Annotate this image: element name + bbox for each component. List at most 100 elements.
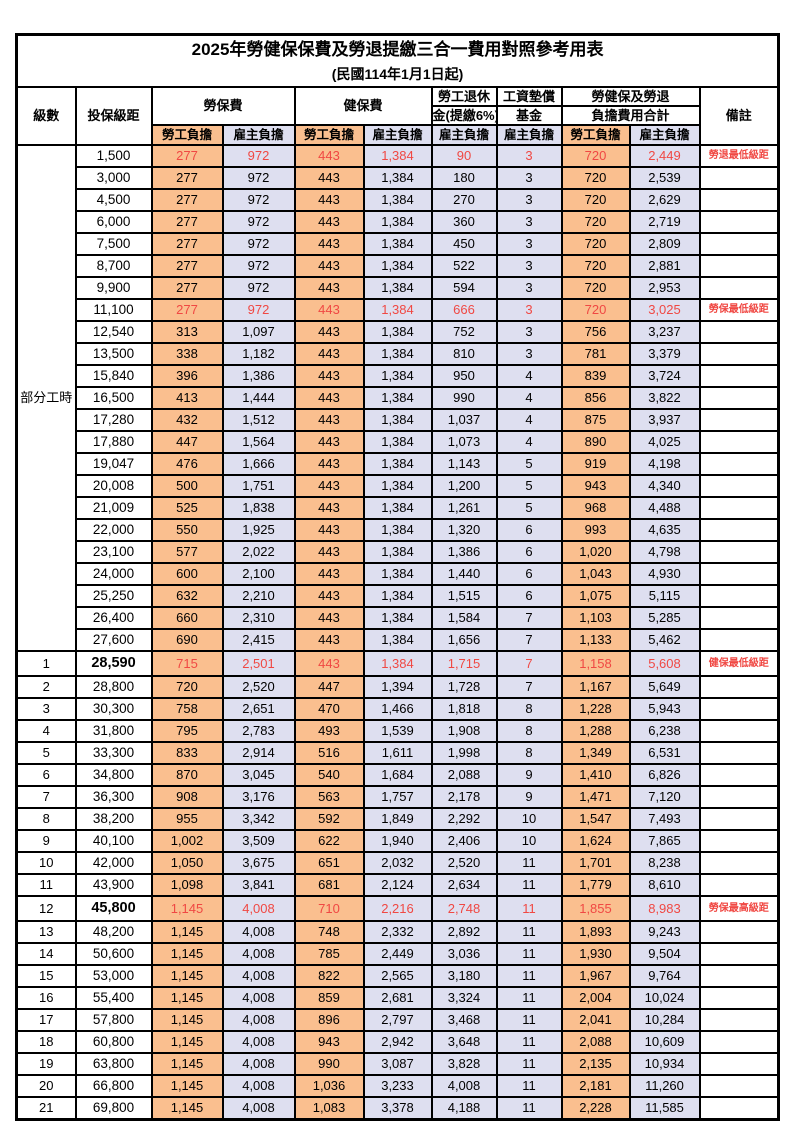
value-cell: 859 (293, 985, 365, 1010)
value-cell: 4,008 (430, 1073, 498, 1098)
remark-cell (698, 1073, 780, 1098)
value-cell: 972 (221, 187, 296, 212)
value-cell: 540 (293, 762, 365, 787)
value-cell: 6,238 (628, 718, 701, 743)
value-cell: 3 (495, 143, 563, 168)
table-row: 2 28,800 720 2,520 447 1,394 1,728 7 1,167 5,649 (15, 674, 780, 699)
value-cell: 2,004 (560, 985, 631, 1010)
value-cell: 11 (495, 963, 563, 988)
table-row: 13 48,200 1,145 4,008 748 2,332 2,892 11 1,893 9,… (15, 919, 780, 944)
page-subtitle: (民國114年1月1日起) (331, 65, 464, 82)
value-cell: 1,751 (221, 473, 296, 498)
bracket-cell: 17,880 (74, 429, 153, 454)
table-row: 13,500 338 1,182 443 1,384 810 3 781 3,379 (17, 341, 780, 366)
value-cell: 432 (150, 407, 224, 432)
value-cell: 525 (150, 495, 224, 520)
value-cell: 1,384 (362, 341, 433, 366)
value-cell: 3 (495, 275, 563, 300)
value-cell: 2,088 (430, 762, 498, 787)
value-cell: 11 (495, 1051, 563, 1076)
value-cell: 2,310 (221, 605, 296, 630)
value-cell: 1,998 (430, 740, 498, 765)
value-cell: 2,210 (221, 583, 296, 608)
value-cell: 1,666 (221, 451, 296, 476)
value-cell: 1,143 (430, 451, 498, 476)
value-cell: 11 (495, 985, 563, 1010)
value-cell: 443 (293, 627, 365, 652)
value-cell: 2,449 (362, 941, 433, 966)
value-cell: 4,008 (221, 1007, 296, 1032)
value-cell: 443 (293, 561, 365, 586)
value-cell: 1,386 (221, 363, 296, 388)
header-total-line1: 勞健保及勞退 (560, 85, 701, 107)
value-cell: 785 (293, 941, 365, 966)
value-cell: 443 (293, 363, 365, 388)
value-cell: 8,610 (628, 872, 701, 897)
value-cell: 277 (150, 297, 224, 322)
value-cell: 3,937 (628, 407, 701, 432)
value-cell: 5 (495, 473, 563, 498)
bracket-cell: 19,047 (74, 451, 153, 476)
table-row: 20 66,800 1,145 4,008 1,036 3,233 4,008 11 2,181… (15, 1073, 780, 1098)
value-cell: 443 (293, 209, 365, 234)
value-cell: 4,008 (221, 1095, 296, 1120)
bracket-cell: 50,600 (74, 941, 153, 966)
level-cell: 2 (15, 674, 77, 699)
bracket-cell: 13,500 (74, 341, 153, 366)
value-cell: 3,025 (628, 297, 701, 322)
value-cell: 1,410 (560, 762, 631, 787)
value-cell: 1,701 (560, 850, 631, 875)
value-cell: 2,914 (221, 740, 296, 765)
value-cell: 1,757 (362, 784, 433, 809)
value-cell: 1,384 (362, 561, 433, 586)
value-cell: 795 (150, 718, 224, 743)
value-cell: 180 (430, 165, 498, 190)
value-cell: 2,332 (362, 919, 433, 944)
value-cell: 4,008 (221, 894, 296, 922)
value-cell: 443 (293, 297, 365, 322)
value-cell: 1,908 (430, 718, 498, 743)
value-cell: 11 (495, 894, 563, 922)
remark-cell (698, 806, 780, 831)
value-cell: 1,145 (150, 1029, 224, 1054)
header-total-line2: 負擔費用合計 (560, 104, 701, 126)
value-cell: 4,635 (628, 517, 701, 542)
level-cell: 21 (15, 1095, 77, 1120)
value-cell: 3 (495, 253, 563, 278)
table-row: 部分工時 1,500 277 972 443 1,384 90 3 720 2,449 勞退最低級距 (15, 143, 780, 652)
value-cell: 1,930 (560, 941, 631, 966)
value-cell: 396 (150, 363, 224, 388)
remark-cell (698, 429, 780, 454)
table-row: 26,400 660 2,310 443 1,384 1,584 7 1,103 5,285 (17, 605, 780, 630)
bracket-cell: 63,800 (74, 1051, 153, 1076)
value-cell: 3,324 (430, 985, 498, 1010)
value-cell: 90 (430, 143, 498, 168)
value-cell: 1,684 (362, 762, 433, 787)
remark-cell (698, 319, 780, 344)
part-time-label-cell: 部分工時 (15, 143, 77, 652)
table-row: 4 31,800 795 2,783 493 1,539 1,908 8 1,288 6,238 (15, 718, 780, 743)
value-cell: 443 (293, 407, 365, 432)
value-cell: 277 (150, 165, 224, 190)
remark-cell (698, 762, 780, 787)
value-cell: 2,520 (430, 850, 498, 875)
bracket-cell: 57,800 (74, 1007, 153, 1032)
value-cell: 1,584 (430, 605, 498, 630)
value-cell: 3,342 (221, 806, 296, 831)
value-cell: 270 (430, 187, 498, 212)
value-cell: 972 (221, 275, 296, 300)
value-cell: 1,384 (362, 209, 433, 234)
value-cell: 666 (430, 297, 498, 322)
value-cell: 3,822 (628, 385, 701, 410)
value-cell: 5,649 (628, 674, 701, 699)
value-cell: 1,471 (560, 784, 631, 809)
value-cell: 1,838 (221, 495, 296, 520)
table-row: 17 57,800 1,145 4,008 896 2,797 3,468 11 2,041 10… (15, 1007, 780, 1032)
table-row: 17,880 447 1,564 443 1,384 1,073 4 890 4,025 (17, 429, 780, 454)
value-cell: 2,565 (362, 963, 433, 988)
value-cell: 2,681 (362, 985, 433, 1010)
header-pension-line1: 勞工退休 (430, 85, 498, 107)
value-cell: 1,083 (293, 1095, 365, 1120)
table-row: 12 45,800 1,145 4,008 710 2,216 2,748 11 1,855 8,… (15, 894, 780, 922)
value-cell: 4 (495, 407, 563, 432)
